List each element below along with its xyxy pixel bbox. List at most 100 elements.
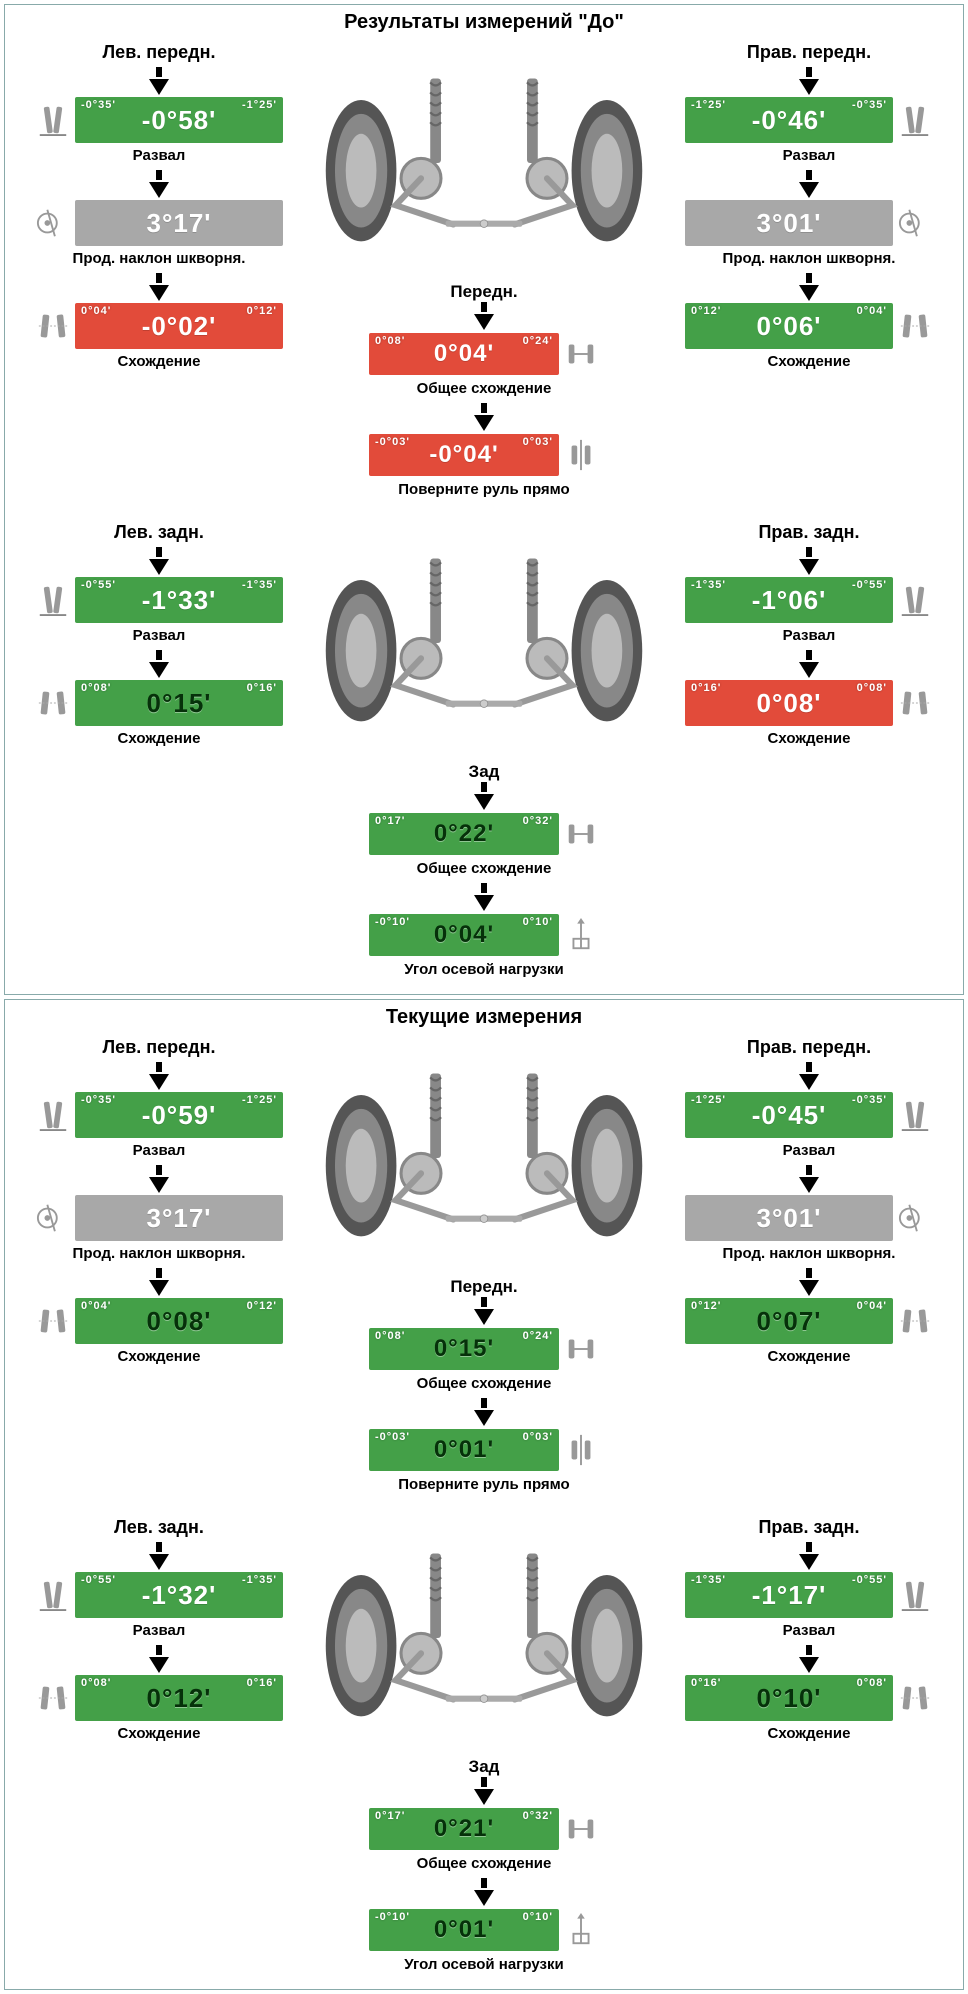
measurement-value: 3°01' [757, 1203, 822, 1234]
arrow-down-icon [149, 285, 169, 301]
limit-right: 0°24' [523, 1330, 553, 1342]
measurement-value: -1°17' [752, 1580, 827, 1611]
measurement-value: 0°10' [757, 1683, 822, 1714]
limit-right: 0°32' [523, 1810, 553, 1822]
left-side-column: Лев. передн. -0°35' -1°25' -0°59' Развал… [9, 1037, 309, 1371]
toe-icon [35, 1299, 71, 1343]
left-side-title: Лев. передн. [103, 42, 216, 63]
limit-right: -1°25' [242, 1094, 277, 1106]
limit-right: -0°35' [852, 99, 887, 111]
center-axle-title: Передн. [450, 282, 517, 302]
toe-icon [897, 1299, 933, 1343]
measurement-gauge: -1°35' -0°55' -1°17' [685, 1572, 893, 1618]
measurement-label: Развал [133, 1622, 186, 1639]
steer-icon [563, 1428, 599, 1472]
limit-left: 0°08' [375, 335, 405, 347]
limit-left: -1°25' [691, 1094, 726, 1106]
measurement-value: 3°01' [757, 208, 822, 239]
arrow-down-icon [149, 662, 169, 678]
arrow-down-icon [474, 1890, 494, 1906]
measurement-gauge: 0°12' 0°04' 0°07' [685, 1298, 893, 1344]
arrow-down-icon [799, 1177, 819, 1193]
camber-icon [897, 1093, 933, 1137]
center-axle-title: Зад [469, 762, 500, 782]
limit-left: -0°55' [81, 579, 116, 591]
measurement-gauge: 0°16' 0°08' 0°10' [685, 1675, 893, 1721]
limit-right: 0°08' [857, 682, 887, 694]
left-side-title: Лев. передн. [103, 1037, 216, 1058]
measurement-label: Развал [133, 147, 186, 164]
measurement-value: -1°33' [142, 585, 217, 616]
center-axle-title: Зад [469, 1757, 500, 1777]
measurement-value: 0°08' [757, 688, 822, 719]
suspension-diagram [315, 1043, 653, 1273]
measurement-gauge: 3°01' [685, 200, 893, 246]
right-side-column: Прав. задн. -1°35' -0°55' -1°06' Развал … [659, 522, 959, 753]
limit-left: -0°03' [375, 436, 410, 448]
measurement-gauge: -0°10' 0°10' 0°04' [369, 914, 559, 956]
limit-left: 0°08' [81, 682, 111, 694]
camber-icon [35, 98, 71, 142]
right-side-column: Прав. передн. -1°25' -0°35' -0°46' Разва… [659, 42, 959, 376]
measurement-value: 3°17' [147, 1203, 212, 1234]
measurement-label: Прод. наклон шкворня. [73, 1245, 246, 1262]
measurement-value: -0°59' [142, 1100, 217, 1131]
measurement-label: Развал [133, 1142, 186, 1159]
measurement-label: Развал [783, 1142, 836, 1159]
measurement-label: Схождение [768, 1348, 851, 1365]
toe-icon [897, 681, 933, 725]
limit-left: 0°16' [691, 682, 721, 694]
arrow-down-icon [149, 182, 169, 198]
measurement-gauge: -0°35' -1°25' -0°58' [75, 97, 283, 143]
limit-left: -1°35' [691, 1574, 726, 1586]
limit-right: 0°08' [857, 1677, 887, 1689]
left-side-column: Лев. задн. -0°55' -1°35' -1°32' Развал 0… [9, 1517, 309, 1748]
arrow-down-icon [474, 895, 494, 911]
measurement-gauge: 0°16' 0°08' 0°08' [685, 680, 893, 726]
arrow-down-icon [799, 1657, 819, 1673]
measurement-gauge: -0°03' 0°03' -0°04' [369, 434, 559, 476]
measurement-gauge: -1°25' -0°35' -0°46' [685, 97, 893, 143]
measurement-value: 0°12' [147, 1683, 212, 1714]
toe-icon [897, 304, 933, 348]
measurement-label: Угол осевой нагрузки [404, 1956, 563, 1973]
arrow-down-icon [799, 1280, 819, 1296]
panel-title: Результаты измерений "До" [9, 11, 959, 34]
arrow-down-icon [149, 559, 169, 575]
measurement-value: 0°04' [434, 340, 494, 368]
measurement-label: Общее схождение [417, 1855, 552, 1872]
limit-right: 0°16' [247, 1677, 277, 1689]
limit-right: 0°12' [247, 1300, 277, 1312]
measurement-label: Схождение [768, 353, 851, 370]
caster-icon [35, 1196, 71, 1240]
center-column: Зад 0°17' 0°32' 0°21' Общее схождение -0… [315, 1517, 653, 1979]
measurement-gauge: -1°25' -0°35' -0°45' [685, 1092, 893, 1138]
limit-left: 0°04' [81, 305, 111, 317]
measurement-value: 0°04' [434, 921, 494, 949]
center-column: Передн. 0°08' 0°24' 0°04' Общее схождени… [315, 42, 653, 504]
measurement-gauge: 3°17' [75, 200, 283, 246]
measurement-label: Прод. наклон шкворня. [723, 1245, 896, 1262]
limit-right: 0°03' [523, 1431, 553, 1443]
center-column: Передн. 0°08' 0°24' 0°15' Общее схождени… [315, 1037, 653, 1499]
toe-icon [35, 1676, 71, 1720]
measurement-value: 0°21' [434, 1815, 494, 1843]
thrust-icon [563, 913, 599, 957]
limit-left: 0°16' [691, 1677, 721, 1689]
camber-icon [35, 578, 71, 622]
measurement-gauge: -0°03' 0°03' 0°01' [369, 1429, 559, 1471]
limit-left: 0°08' [375, 1330, 405, 1342]
caster-icon [897, 201, 933, 245]
center-axle-title: Передн. [450, 1277, 517, 1297]
measurement-gauge: 0°04' 0°12' -0°02' [75, 303, 283, 349]
measurement-value: 0°15' [434, 1335, 494, 1363]
measurement-value: 0°22' [434, 820, 494, 848]
measurement-label: Прод. наклон шкворня. [723, 250, 896, 267]
limit-left: -1°25' [691, 99, 726, 111]
report-panel: Текущие измерения Лев. передн. -0°35' -1… [4, 999, 964, 1990]
measurement-value: -0°04' [429, 441, 498, 469]
measurement-label: Развал [783, 627, 836, 644]
limit-left: -0°10' [375, 1911, 410, 1923]
total-toe-icon [563, 1807, 599, 1851]
measurement-gauge: -0°35' -1°25' -0°59' [75, 1092, 283, 1138]
